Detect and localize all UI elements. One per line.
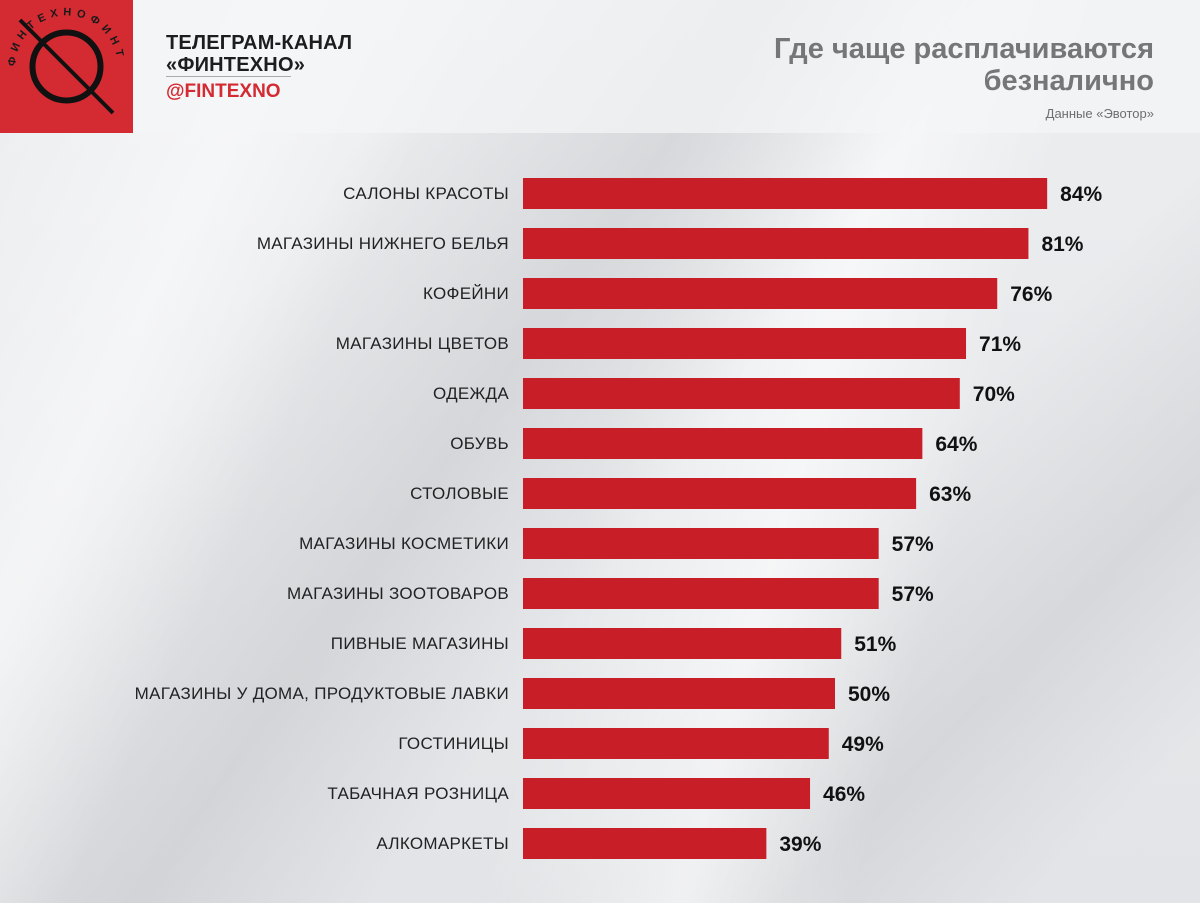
category-label: МАГАЗИНЫ КОСМЕТИКИ xyxy=(299,534,509,553)
category-label: САЛОНЫ КРАСОТЫ xyxy=(343,184,509,203)
bar-row: ПИВНЫЕ МАГАЗИНЫ 51% xyxy=(331,628,897,659)
bar xyxy=(523,528,879,559)
value-label: 57% xyxy=(892,583,934,606)
bar-row: АЛКОМАРКЕТЫ 39% xyxy=(376,828,822,859)
chart-subtitle: Данные «Эвотор» xyxy=(1045,106,1154,121)
value-label: 49% xyxy=(842,733,884,756)
bar-row: ТАБАЧНАЯ РОЗНИЦА 46% xyxy=(327,778,865,809)
bar xyxy=(523,378,960,409)
bar-row: САЛОНЫ КРАСОТЫ 84% xyxy=(343,178,1103,209)
channel-logo: ФИНТЕХНОФИНТ xyxy=(0,0,133,133)
category-label: ОДЕЖДА xyxy=(433,384,509,403)
divider xyxy=(166,76,291,77)
channel-title-line2: «ФИНТЕХНО» xyxy=(166,54,306,76)
header-band xyxy=(0,0,1200,133)
bar xyxy=(523,628,842,659)
channel-title: ТЕЛЕГРАМ-КАНАЛ «ФИНТЕХНО» xyxy=(166,32,352,76)
bar xyxy=(523,428,923,459)
category-label: СТОЛОВЫЕ xyxy=(410,484,509,503)
bar xyxy=(523,278,998,309)
category-label: КОФЕЙНИ xyxy=(423,284,509,303)
value-label: 64% xyxy=(935,433,977,456)
bar-row: ГОСТИНИЦЫ 49% xyxy=(398,728,884,759)
logo-emblem-icon: ФИНТЕХНОФИНТ xyxy=(6,6,121,115)
category-label: МАГАЗИНЫ НИЖНЕГО БЕЛЬЯ xyxy=(257,234,509,253)
value-label: 46% xyxy=(823,783,865,806)
value-label: 71% xyxy=(979,333,1021,356)
bar xyxy=(523,178,1048,209)
category-label: МАГАЗИНЫ ЗООТОВАРОВ xyxy=(287,584,509,603)
bar-row: КОФЕЙНИ 76% xyxy=(423,278,1053,309)
value-label: 76% xyxy=(1010,283,1052,306)
category-label: ГОСТИНИЦЫ xyxy=(398,734,509,753)
value-label: 57% xyxy=(892,533,934,556)
category-label: ОБУВЬ xyxy=(450,434,509,453)
value-label: 81% xyxy=(1041,233,1083,256)
bar xyxy=(523,578,879,609)
bar-row: МАГАЗИНЫ ЦВЕТОВ 71% xyxy=(336,328,1021,359)
bar xyxy=(523,478,917,509)
bar-row: МАГАЗИНЫ У ДОМА, ПРОДУКТОВЫЕ ЛАВКИ 50% xyxy=(135,678,890,709)
bar-row: МАГАЗИНЫ НИЖНЕГО БЕЛЬЯ 81% xyxy=(257,228,1084,259)
channel-title-line1: ТЕЛЕГРАМ-КАНАЛ xyxy=(166,32,353,54)
bar xyxy=(523,328,967,359)
bar xyxy=(523,828,767,859)
bar xyxy=(523,228,1029,259)
category-label: МАГАЗИНЫ У ДОМА, ПРОДУКТОВЫЕ ЛАВКИ xyxy=(135,684,509,703)
value-label: 70% xyxy=(973,383,1015,406)
bar-row: МАГАЗИНЫ КОСМЕТИКИ 57% xyxy=(299,528,934,559)
value-label: 84% xyxy=(1060,183,1102,206)
bar xyxy=(523,728,829,759)
category-label: МАГАЗИНЫ ЦВЕТОВ xyxy=(336,334,509,353)
category-label: ПИВНЫЕ МАГАЗИНЫ xyxy=(331,634,509,653)
bar-row: СТОЛОВЫЕ 63% xyxy=(410,478,971,509)
value-label: 50% xyxy=(848,683,890,706)
category-label: АЛКОМАРКЕТЫ xyxy=(376,834,509,853)
value-label: 51% xyxy=(854,633,896,656)
category-label: ТАБАЧНАЯ РОЗНИЦА xyxy=(327,784,509,803)
bar-row: ОДЕЖДА 70% xyxy=(433,378,1015,409)
bar-row: ОБУВЬ 64% xyxy=(450,428,978,459)
channel-handle-link[interactable]: @FINTEXNO xyxy=(166,81,281,102)
value-label: 39% xyxy=(779,833,821,856)
chart-title: Где чаще расплачиваются безналично xyxy=(773,33,1154,97)
bar xyxy=(523,678,835,709)
value-label: 63% xyxy=(929,483,971,506)
bar xyxy=(523,778,811,809)
bar-row: МАГАЗИНЫ ЗООТОВАРОВ 57% xyxy=(287,578,934,609)
